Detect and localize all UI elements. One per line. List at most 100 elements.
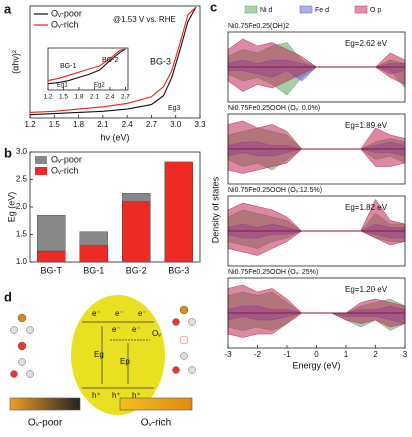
hole: h⁺ [132, 391, 141, 400]
y-axis-label: Eg (eV) [6, 192, 16, 223]
label-rich: Oᵥ-rich [141, 418, 171, 429]
panel-title: Ni0.75Fe0.25OOH (Oᵥ: 0.0%) [228, 105, 320, 112]
eg-label: Eg1 [57, 83, 68, 89]
x-tick-label: 3.3 [194, 120, 206, 129]
bar [37, 250, 66, 263]
y-axis-label: Density of states [210, 176, 220, 243]
electron: e⁻ [138, 309, 147, 318]
annotation: @1.53 V vs. RHE [113, 15, 176, 24]
y-tick-label: 1.0 [16, 257, 28, 266]
legend-swatch [35, 156, 47, 164]
hole: h⁺ [112, 391, 121, 400]
legend-label: O p [370, 7, 381, 14]
plot-frame [227, 31, 406, 103]
bg-label: BG-1 [60, 63, 76, 70]
x-tick-label: 1.5 [59, 94, 68, 101]
panel-title: Ni0.75Fe0.25(OH)2 [228, 23, 289, 30]
x-tick-label: 3 [403, 350, 408, 359]
plot-frame [227, 195, 406, 267]
x-tick-label: 2.4 [122, 120, 134, 129]
x-axis-label: Energy (eV) [292, 360, 340, 370]
legend-label: Oᵥ-rich [51, 19, 78, 29]
x-axis-label: hν (eV) [100, 132, 129, 142]
dos-area [227, 230, 406, 256]
panel-title: Ni0.75Fe0.25OOH (Oᵥ: 25%) [228, 269, 318, 276]
legend-label: Ni d [260, 7, 273, 14]
bg-label: BG-3 [150, 56, 171, 66]
eg-label: Eg=1.89 eV [345, 121, 388, 130]
molecules [10, 305, 196, 378]
plot-frame [29, 5, 201, 119]
panel-label: b [4, 145, 12, 160]
dos-area [227, 66, 406, 92]
ep-label: Ep [120, 357, 130, 366]
x-tick-label: 2.1 [97, 120, 109, 129]
diagram: d Oᵥ-poor Oᵥ-rich e⁻ e⁻ e⁻ e⁻ e⁻ h⁺ h⁺ h… [4, 289, 196, 429]
legend-label: Fe d [315, 7, 329, 14]
line-series [29, 6, 197, 116]
x-tick-label: 1.8 [74, 94, 83, 101]
legend-swatch [244, 5, 258, 14]
x-tick-label: BG-T [41, 265, 63, 275]
x-tick-label: 2 [373, 350, 378, 359]
label-poor: Oᵥ-poor [28, 418, 63, 429]
bar [79, 245, 108, 263]
x-tick-label: 2.4 [105, 94, 114, 101]
legend-swatch [35, 167, 47, 175]
x-tick-label: 1.8 [73, 120, 85, 129]
x-tick-label: 0 [314, 350, 319, 359]
band-ellipse [71, 295, 165, 415]
x-tick-label: -3 [224, 350, 232, 359]
x-tick-label: 2.1 [90, 94, 99, 101]
line-series [47, 48, 126, 85]
x-tick-label: 1.2 [24, 120, 36, 129]
legend-swatch [354, 5, 368, 14]
panel-label: a [4, 1, 12, 16]
dos-area [227, 148, 406, 174]
dos-area [227, 312, 406, 338]
legend-swatch [299, 5, 313, 14]
line-series [29, 6, 197, 113]
ov-label: Oᵥ [152, 329, 161, 338]
plot-frame [47, 47, 129, 91]
bar [122, 201, 151, 263]
x-tick-label: 3.0 [170, 120, 182, 129]
x-tick-label: 2.7 [121, 94, 130, 101]
eg-label: Eg [94, 350, 104, 359]
eg-label: Eg2 [94, 83, 105, 89]
line-series [47, 48, 126, 82]
legend-label: Oᵥ-poor [51, 154, 82, 164]
eg-label: Eg=1.82 eV [345, 203, 388, 212]
x-tick-label: BG-2 [126, 265, 147, 275]
y-tick-label: 2.5 [16, 175, 28, 184]
electron: e⁻ [92, 309, 101, 318]
bg-label: BG-2 [102, 57, 118, 64]
bar-poor [9, 397, 81, 411]
x-tick-label: BG-3 [168, 265, 189, 275]
panel-label: d [4, 289, 12, 304]
x-tick-label: 1.2 [43, 94, 52, 101]
eg-label: Eg=2.62 eV [345, 39, 388, 48]
x-tick-label: -2 [254, 350, 262, 359]
electron: e⁻ [132, 325, 141, 334]
y-tick-label: 3.0 [16, 147, 28, 156]
panel-title: Ni0.75Fe0.25OOH (Oᵥ:12.5%) [228, 187, 322, 194]
x-tick-label: 1.5 [49, 120, 61, 129]
legend-label: Oᵥ-rich [51, 165, 78, 175]
y-tick-label: 1.5 [16, 230, 28, 239]
eg-label: Eg=1.20 eV [345, 285, 388, 294]
y-axis-label: (αhν)² [10, 50, 20, 74]
legend-label: Oᵥ-poor [51, 8, 82, 18]
eg-label: Eg3 [168, 105, 181, 112]
x-tick-label: BG-1 [83, 265, 104, 275]
electron: e⁻ [112, 325, 121, 334]
bar-rich [119, 397, 193, 411]
bar [164, 161, 193, 263]
electron: e⁻ [115, 309, 124, 318]
y-tick-label: 2.0 [16, 202, 28, 211]
x-tick-label: 2.7 [146, 120, 158, 129]
x-tick-label: 1 [344, 350, 349, 359]
panel-label: c [210, 0, 217, 14]
hole: h⁺ [92, 391, 101, 400]
